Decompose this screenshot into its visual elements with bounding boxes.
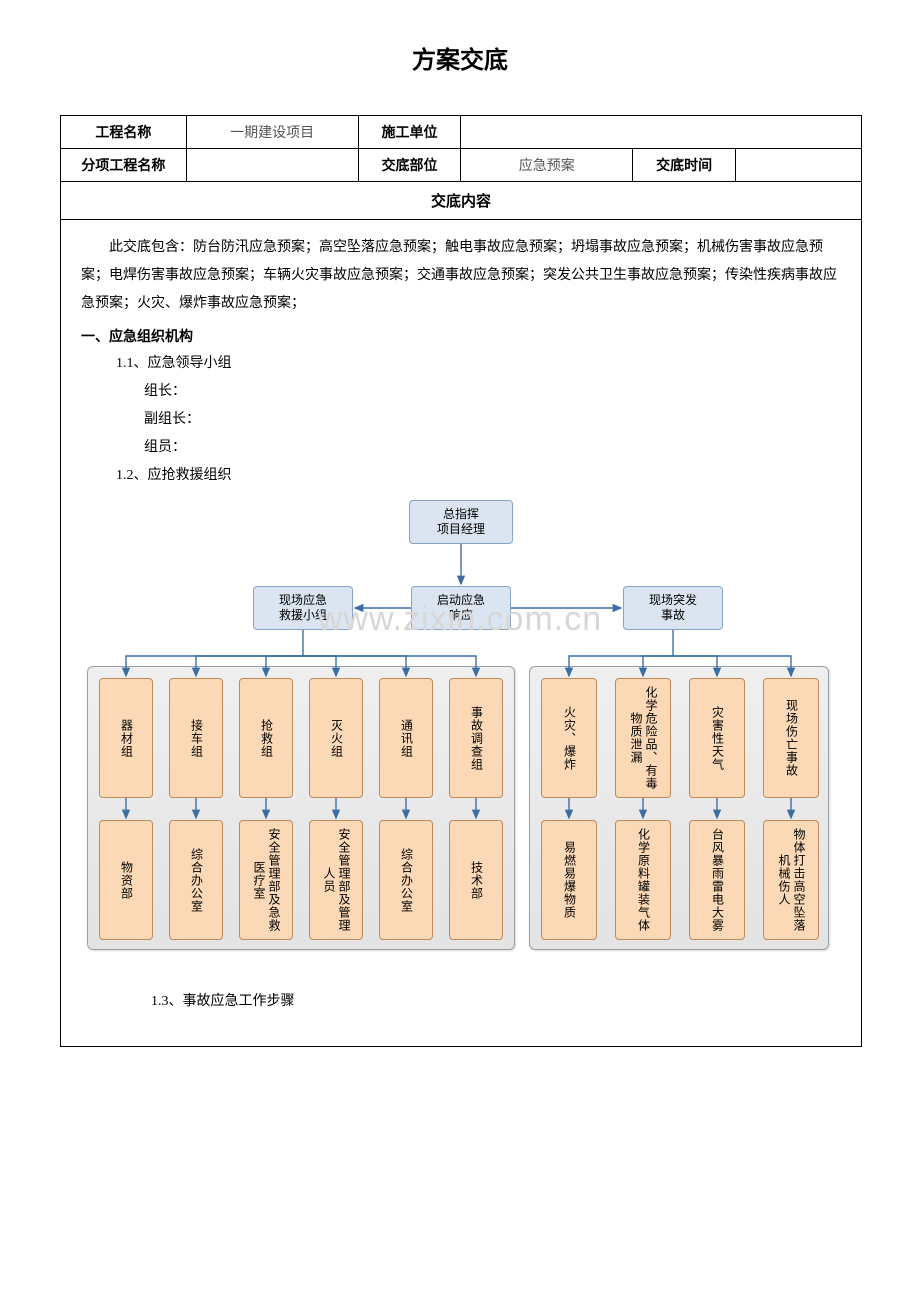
content-cell: 此交底包含：防台防汛应急预案；高空坠落应急预案；触电事故应急预案；坍塌事故应急预…: [61, 220, 862, 1047]
org-flowchart: 总指挥 项目经理现场应急 救援小组 启动应急 响应 现场突发 事故器材组物资部接车组…: [81, 500, 841, 980]
flow-node: 现场突发 事故: [623, 586, 723, 630]
section-title: 交底内容: [61, 182, 862, 220]
flow-node: 综合办公室: [169, 820, 223, 940]
heading-1-2: 1.2、应抢救援组织: [81, 462, 841, 490]
label-location: 交底部位: [358, 149, 461, 182]
value-project-name: 一期建设项目: [186, 116, 358, 149]
flow-node: 易燃易爆物质: [541, 820, 597, 940]
value-location: 应急预案: [461, 149, 633, 182]
flow-node: 接车组: [169, 678, 223, 798]
page-title: 方案交底: [60, 40, 860, 75]
value-construction-unit: [461, 116, 862, 149]
flow-node: 现场应急 救援小组: [253, 586, 353, 630]
flow-node: 物体打击高空坠落机械伤人: [763, 820, 819, 940]
flow-node: 安全管理部及管理人员: [309, 820, 363, 940]
flow-node: 器材组: [99, 678, 153, 798]
label-time: 交底时间: [633, 149, 736, 182]
intro-paragraph: 此交底包含：防台防汛应急预案；高空坠落应急预案；触电事故应急预案；坍塌事故应急预…: [81, 234, 841, 318]
flow-node: 事故调查组: [449, 678, 503, 798]
line-leader: 组长：: [81, 378, 841, 406]
flow-node: 台风暴雨雷电大雾: [689, 820, 745, 940]
header-table: 工程名称 一期建设项目 施工单位 分项工程名称 交底部位 应急预案 交底时间 交…: [60, 115, 862, 1047]
line-members: 组员：: [81, 434, 841, 462]
value-time: [736, 149, 862, 182]
flow-node: 化学原料罐装气体: [615, 820, 671, 940]
flow-node: 现场伤亡事故: [763, 678, 819, 798]
flow-node: 灭火组: [309, 678, 363, 798]
heading-1-3: 1.3、事故应急工作步骤: [81, 988, 841, 1016]
label-subproject: 分项工程名称: [61, 149, 187, 182]
flow-node: 灾害性天气: [689, 678, 745, 798]
flow-node: 化学危险品、有毒物质泄漏: [615, 678, 671, 798]
flow-node: 物资部: [99, 820, 153, 940]
flow-node: 技术部: [449, 820, 503, 940]
label-project-name: 工程名称: [61, 116, 187, 149]
flow-node: 抢救组: [239, 678, 293, 798]
value-subproject: [186, 149, 358, 182]
flow-node: 火灾、爆炸: [541, 678, 597, 798]
line-deputy: 副组长：: [81, 406, 841, 434]
flow-node: 总指挥 项目经理: [409, 500, 513, 544]
flow-node: 安全管理部及急救医疗室: [239, 820, 293, 940]
flow-node: 通讯组: [379, 678, 433, 798]
label-construction-unit: 施工单位: [358, 116, 461, 149]
flow-node: 启动应急 响应: [411, 586, 511, 630]
heading-1-1: 1.1、应急领导小组: [81, 350, 841, 378]
heading-1: 一、应急组织机构: [81, 322, 841, 350]
flow-node: 综合办公室: [379, 820, 433, 940]
